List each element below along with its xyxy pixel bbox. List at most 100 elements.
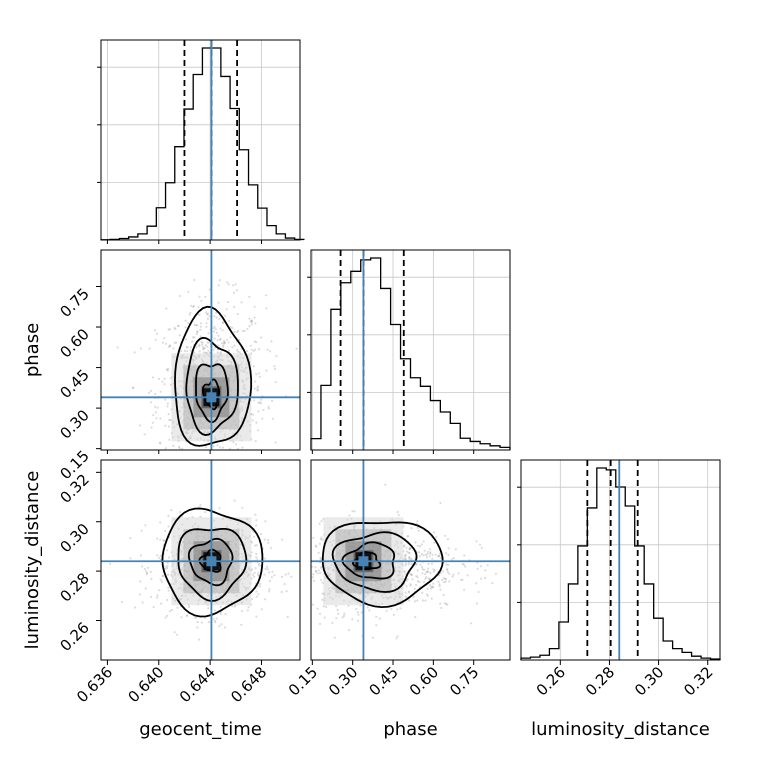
sample-point (252, 365, 255, 368)
sample-point (159, 538, 162, 541)
sample-point (264, 567, 267, 570)
y-tick-label: 0.45 (56, 366, 92, 402)
sample-point (218, 507, 221, 510)
sample-point (385, 609, 388, 612)
sample-point (226, 281, 229, 284)
sample-point (162, 574, 165, 577)
sample-point (431, 585, 434, 589)
sample-point (206, 317, 210, 321)
sample-point (220, 623, 223, 626)
sample-point (336, 608, 339, 612)
x-axis-label: luminosity_distance (531, 719, 710, 740)
sample-point (396, 608, 399, 611)
sample-point (269, 546, 272, 550)
sample-point (131, 386, 134, 390)
sample-point (357, 613, 360, 616)
sample-point (311, 603, 314, 606)
sample-point (484, 576, 487, 580)
sample-point (168, 610, 171, 613)
sample-point (253, 340, 256, 343)
sample-point (133, 351, 136, 354)
sample-point (160, 602, 163, 605)
sample-point (266, 568, 269, 571)
sample-point (205, 322, 208, 325)
sample-point (159, 578, 162, 581)
sample-point (316, 572, 319, 575)
sample-point (152, 413, 155, 417)
sample-point (404, 591, 407, 594)
sample-point (241, 329, 244, 333)
sample-point (431, 586, 435, 589)
panel-background (101, 40, 300, 240)
sample-point (254, 348, 257, 351)
sample-point (147, 391, 151, 394)
sample-point (184, 338, 187, 341)
sample-point (426, 550, 429, 554)
sample-point (172, 347, 175, 350)
sample-point (222, 339, 226, 343)
sample-point (145, 571, 149, 575)
sample-point (167, 589, 170, 592)
sample-point (323, 616, 326, 619)
sample-point (257, 429, 260, 432)
sample-point (139, 347, 142, 350)
sample-point (139, 580, 142, 583)
sample-point (232, 284, 235, 287)
sample-point (314, 544, 317, 547)
sample-point (221, 329, 224, 332)
sample-point (420, 543, 423, 546)
sample-point (322, 605, 325, 608)
sample-point (320, 520, 323, 523)
sample-point (206, 313, 209, 316)
sample-point (178, 447, 181, 450)
sample-point (348, 629, 351, 632)
sample-point (438, 585, 441, 588)
sample-point (317, 569, 320, 572)
density-panel-geocent_time-luminosity_distance (100, 459, 301, 661)
panel-background (521, 460, 720, 660)
sample-point (186, 346, 189, 349)
sample-point (267, 407, 270, 410)
sample-point (163, 337, 166, 340)
histogram-luminosity_distance (520, 467, 721, 660)
sample-point (442, 593, 445, 597)
sample-point (491, 582, 494, 585)
sample-point (446, 571, 449, 574)
sample-point (484, 569, 487, 572)
sample-point (256, 558, 259, 561)
sample-point (221, 446, 224, 449)
sample-point (442, 581, 446, 584)
sample-point (408, 556, 411, 559)
sample-point (219, 327, 222, 330)
sample-point (167, 586, 170, 589)
sample-point (475, 602, 478, 605)
sample-point (206, 345, 209, 348)
sample-point (403, 570, 406, 573)
sample-point (212, 348, 215, 352)
sample-point (403, 570, 406, 573)
sample-point (417, 529, 420, 532)
sample-point (263, 538, 266, 541)
sample-point (432, 570, 435, 573)
sample-point (414, 616, 417, 619)
sample-point (431, 553, 434, 556)
sample-point (403, 544, 406, 547)
sample-point (478, 543, 482, 546)
sample-point (479, 565, 483, 568)
sample-point (251, 419, 254, 422)
sample-point (198, 343, 201, 346)
sample-point (152, 606, 155, 609)
sample-point (166, 598, 169, 602)
panel-frame (310, 459, 511, 661)
sample-point (201, 348, 205, 351)
y-tick-label: 0.26 (56, 619, 92, 655)
sample-point (295, 347, 298, 350)
sample-point (280, 590, 283, 594)
sample-point (156, 332, 159, 335)
sample-point (190, 304, 193, 307)
sample-point (337, 612, 340, 615)
sample-point (246, 609, 249, 612)
sample-point (253, 387, 256, 390)
sample-point (158, 441, 162, 444)
sample-point (427, 567, 430, 570)
